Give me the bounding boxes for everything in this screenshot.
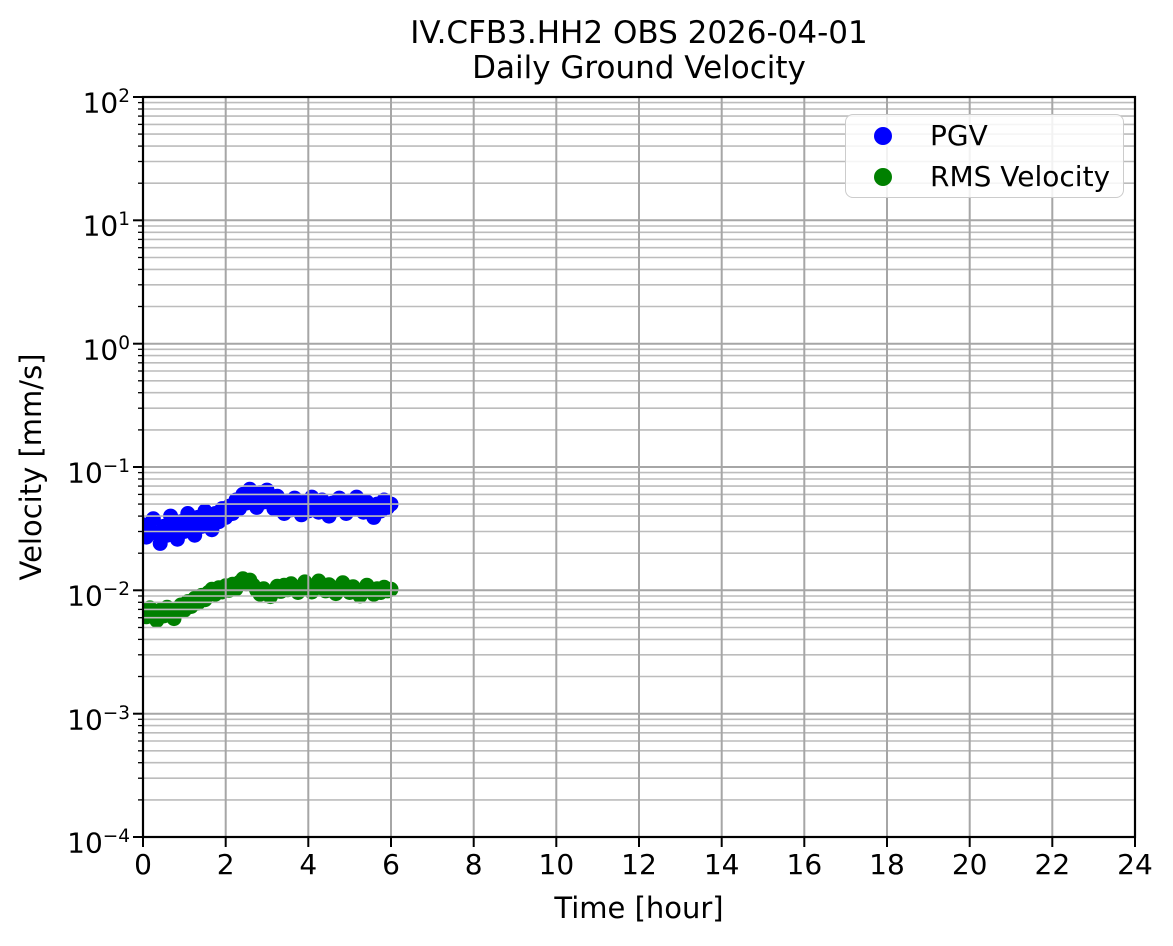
- x-tick-label: 22: [1034, 848, 1071, 881]
- y-tick-label: 10−4: [67, 826, 130, 860]
- y-tick-label: 102: [82, 86, 130, 120]
- x-tick-label: 10: [538, 848, 575, 881]
- legend: PGV RMS Velocity: [845, 114, 1124, 198]
- y-tick-label: 10−1: [67, 456, 130, 490]
- x-tick-label: 0: [134, 848, 152, 881]
- y-tick-label: 101: [82, 209, 130, 243]
- legend-label: PGV: [930, 119, 988, 152]
- x-tick-label: 16: [786, 848, 823, 881]
- x-tick-label: 24: [1117, 848, 1153, 881]
- x-tick-label: 6: [382, 848, 400, 881]
- axes-frame: [133, 95, 1137, 847]
- x-tick-label: 2: [216, 848, 235, 881]
- x-tick-label: 18: [869, 848, 905, 881]
- legend-marker-icon: [874, 167, 892, 186]
- x-tick-label: 4: [299, 848, 318, 881]
- scatter-points: [143, 481, 399, 628]
- gridlines: [142, 96, 1136, 838]
- x-axis-label: Time [hour]: [554, 891, 724, 925]
- series-rms-velocity: [143, 571, 399, 628]
- x-tick-label: 12: [621, 848, 657, 881]
- y-tick-label: 10−3: [67, 702, 130, 736]
- chart-title-line1: IV.CFB3.HH2 OBS 2026-04-01: [410, 15, 868, 51]
- legend-label: RMS Velocity: [930, 160, 1111, 193]
- x-tick-label: 20: [951, 848, 988, 881]
- x-tick-label: 14: [703, 848, 740, 881]
- x-tick-label: 8: [464, 848, 483, 881]
- y-tick-label: 10−2: [67, 579, 130, 613]
- legend-item-pgv: PGV: [846, 115, 1123, 156]
- chart-title: IV.CFB3.HH2 OBS 2026-04-01 Daily Ground …: [143, 16, 1135, 86]
- legend-item-rms-velocity: RMS Velocity: [846, 156, 1123, 197]
- y-tick-label: 100: [82, 332, 130, 366]
- chart-title-line2: Daily Ground Velocity: [472, 50, 806, 86]
- y-axis-label: Velocity [mm/s]: [14, 353, 48, 581]
- legend-marker-icon: [874, 126, 892, 145]
